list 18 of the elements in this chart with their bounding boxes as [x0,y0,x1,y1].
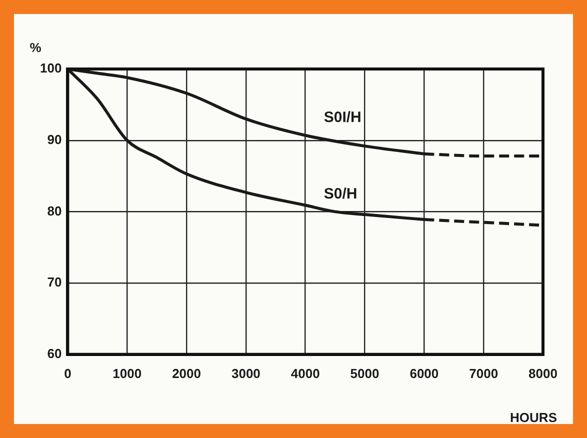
y-tick-label: 90 [47,132,62,147]
x-axis-title: HOURS [510,410,558,426]
x-tick-label: 1000 [112,366,142,381]
x-tick-label: 5000 [350,366,380,381]
y-tick-label: 60 [47,346,62,361]
x-tick-label: 0 [64,366,72,381]
x-tick-label: 3000 [231,366,260,381]
series-label: S0I/H [324,108,362,126]
y-tick-label: 100 [40,60,62,76]
y-tick-label: 70 [47,274,62,290]
x-tick-label: 4000 [290,366,320,381]
x-tick-label: 8000 [528,366,558,381]
x-tick-label: 2000 [172,366,201,381]
series-label: S0/H [324,185,358,202]
x-tick-label: 6000 [410,366,439,381]
y-tick-label: 80 [47,203,62,218]
y-axis-title: % [30,40,42,56]
x-tick-label: 7000 [469,366,498,381]
